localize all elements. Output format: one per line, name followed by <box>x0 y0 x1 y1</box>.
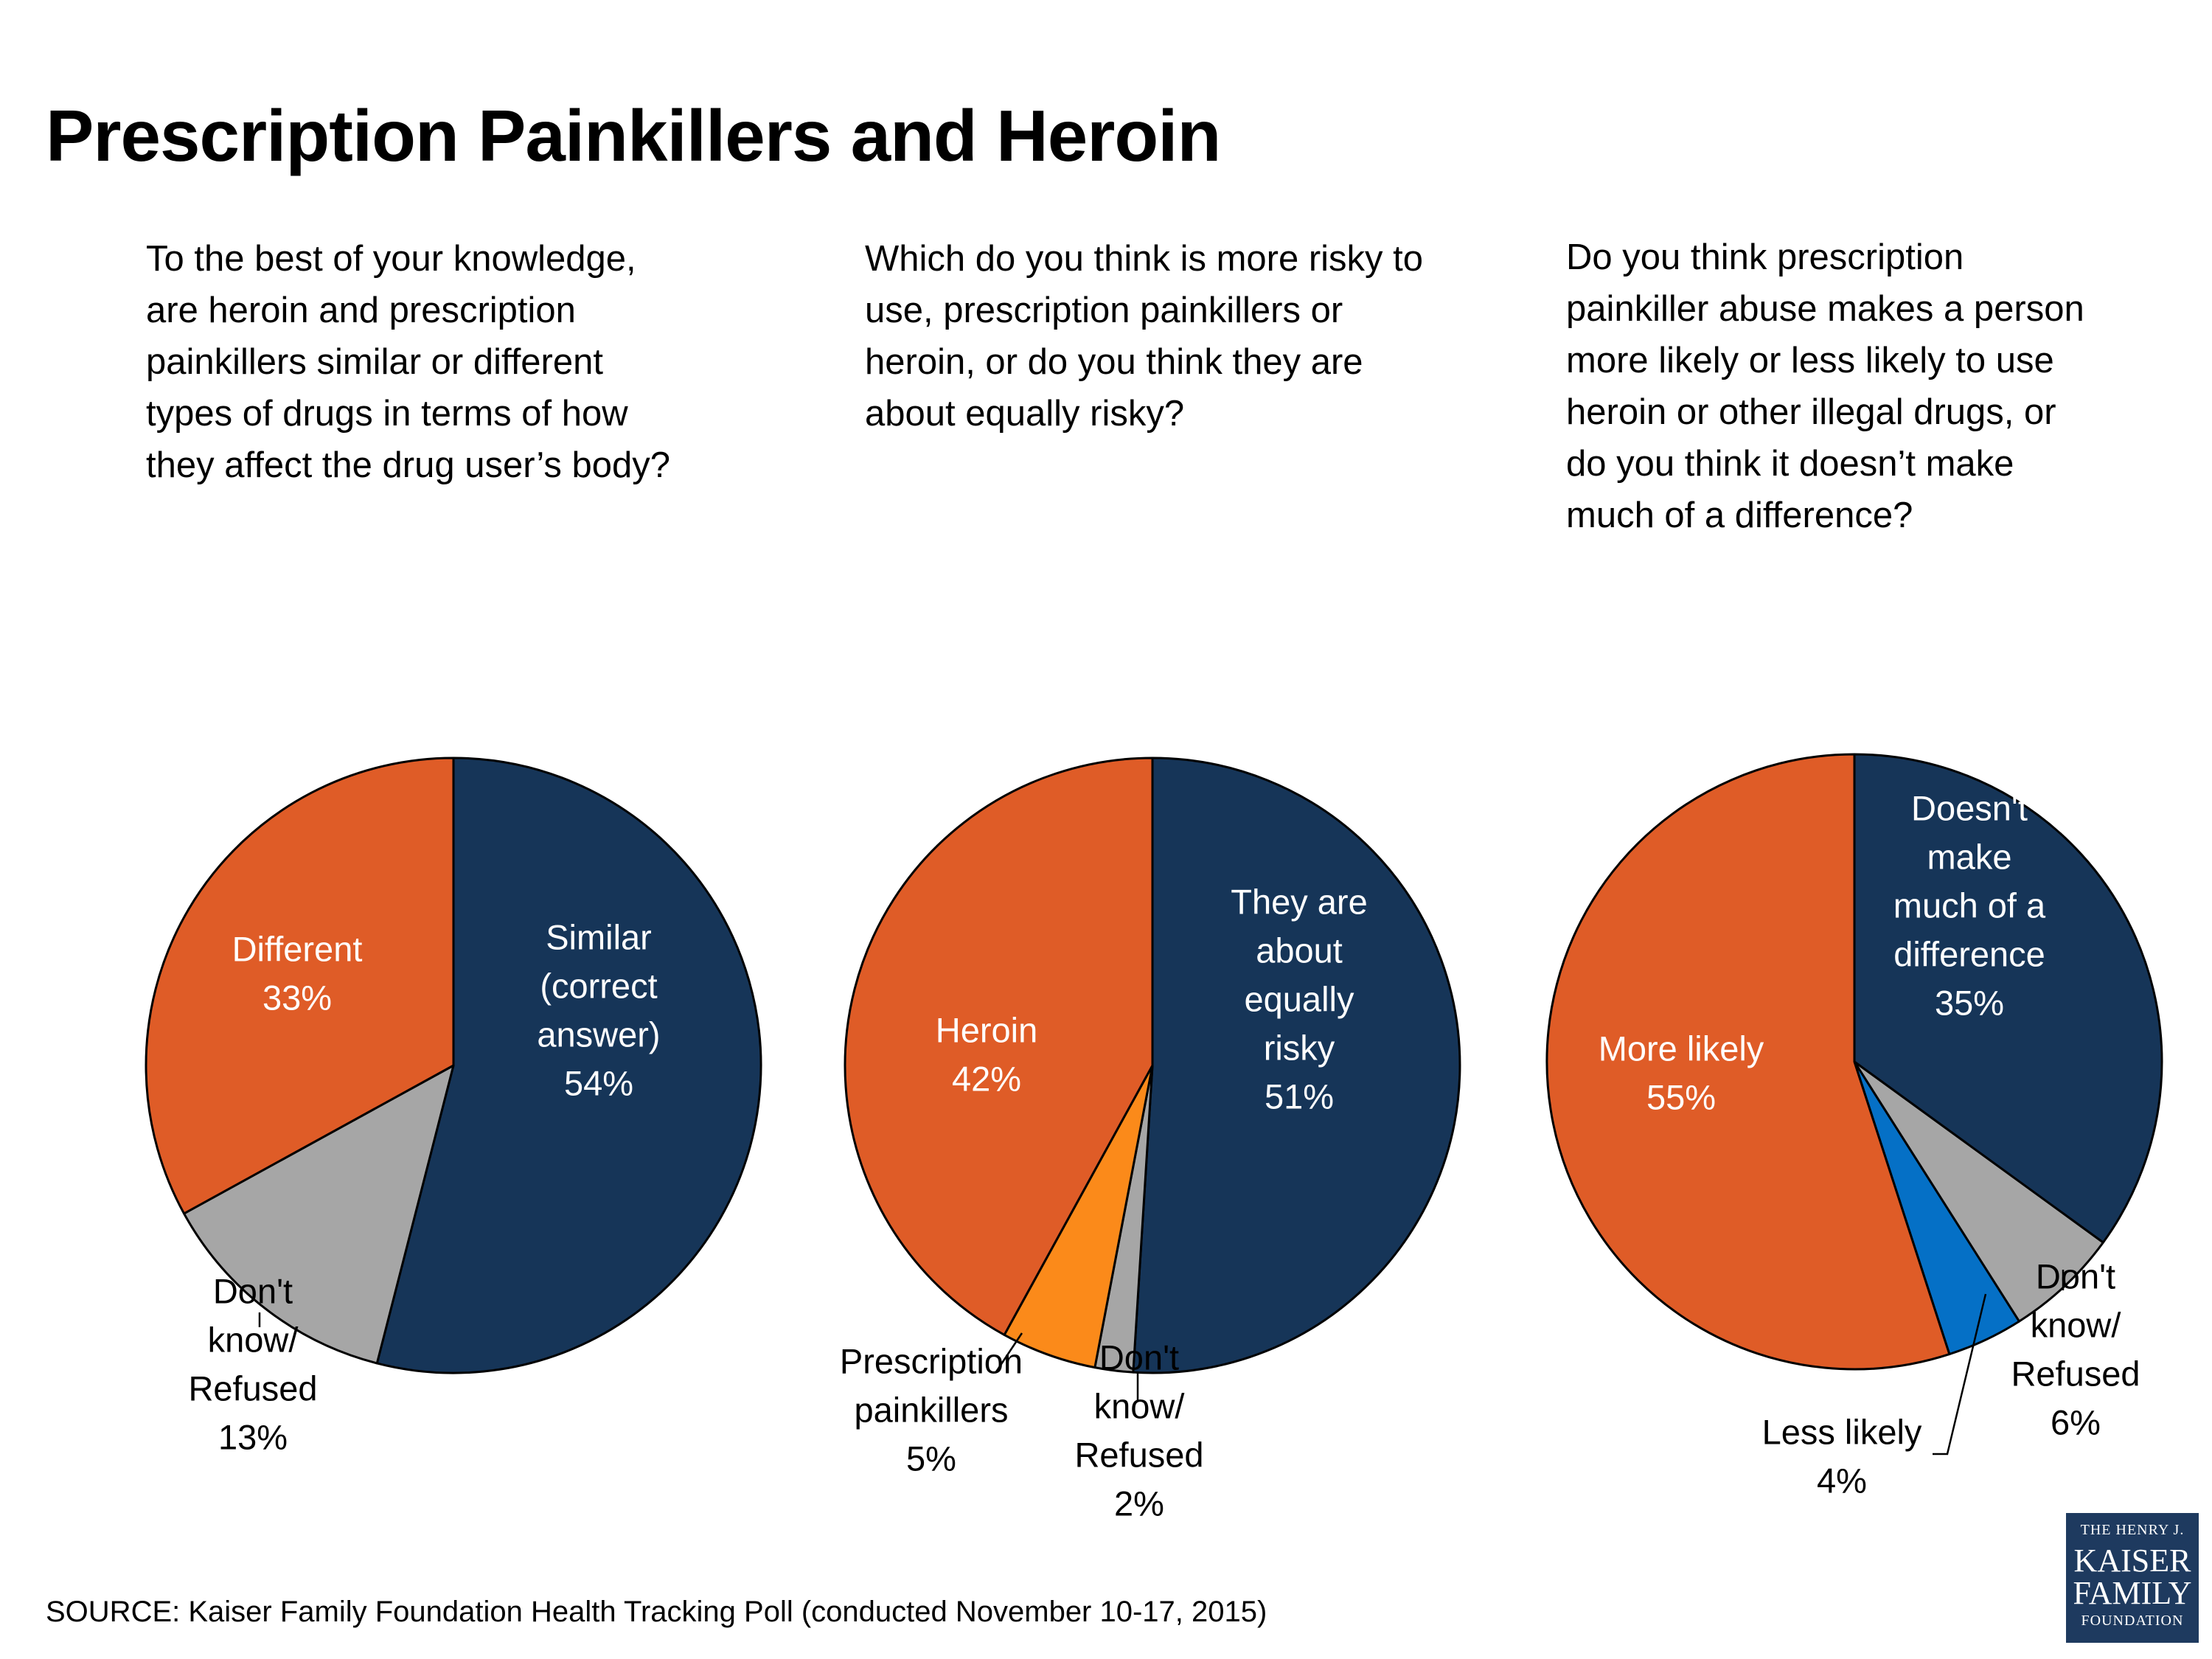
question-1-line: types of drugs in terms of how <box>146 394 628 434</box>
data-label-value: 4% <box>1817 1461 1867 1500</box>
data-label-text: painkillers <box>855 1390 1009 1429</box>
data-label-text: Refused <box>2011 1354 2140 1393</box>
data-label-text: know/ <box>2031 1305 2122 1344</box>
pie-slice-doesn-t-make-much-of-a-difference <box>1853 753 2163 1244</box>
data-label-text: (correct <box>540 966 657 1005</box>
question-3-line: heroin or other illegal drugs, or <box>1566 392 2056 432</box>
pie-slice-heroin <box>844 757 1154 1336</box>
data-label-prescription-painkillers: Prescription painkillers 5% <box>840 1341 1023 1478</box>
data-label-text: answer) <box>537 1015 660 1054</box>
question-2-line: Which do you think is more risky to <box>865 239 1424 279</box>
question-2-line: heroin, or do you think they are <box>865 342 1363 382</box>
leader-line <box>994 1332 1023 1374</box>
pie-slice-different <box>145 757 455 1215</box>
pie-chart-1: Similar (correct answer) 54% Don't know/Refus… <box>145 757 762 1456</box>
data-label-value: 55% <box>1646 1077 1716 1116</box>
data-label-text: about <box>1256 931 1343 970</box>
pie-slice-they-are-about-equally-risky <box>1132 757 1461 1374</box>
pie-slice-don-t-know-refused <box>1853 1060 2104 1323</box>
data-label-text: Doesn't <box>1911 788 2028 827</box>
data-label-text: Similar <box>546 917 652 956</box>
data-label-don-t-know-refused: Don't know/Refused 2% <box>1074 1338 1203 1523</box>
question-3-line: much of a difference? <box>1566 495 1913 535</box>
data-label-text: More likely <box>1599 1029 1764 1068</box>
data-label-text: know/ <box>1094 1386 1186 1425</box>
question-2-line: use, prescription painkillers or <box>865 291 1343 330</box>
leader-line <box>1933 1293 1987 1455</box>
data-label-don-t-know-refused: Don't know/Refused 13% <box>188 1271 317 1456</box>
data-label-value: 42% <box>952 1059 1021 1098</box>
pie-slice-more-likely <box>1545 753 1951 1371</box>
question-1: To the best of your knowledge, are heroi… <box>146 233 670 491</box>
data-label-text: They are <box>1231 882 1367 921</box>
logo-line: KAISER <box>2073 1543 2191 1579</box>
kff-logo: THE HENRY J. KAISER FAMILY FOUNDATION <box>2066 1513 2199 1643</box>
data-label-value: 54% <box>564 1063 633 1102</box>
logo-line: THE HENRY J. <box>2080 1522 2185 1538</box>
question-2-line: about equally risky? <box>865 394 1185 434</box>
data-label-text: Prescription <box>840 1341 1023 1380</box>
data-label-text: risky <box>1264 1028 1335 1067</box>
data-label-different: Different 33% <box>232 929 363 1017</box>
data-label-value: 51% <box>1265 1077 1334 1116</box>
logo-line: FAMILY <box>2073 1575 2192 1611</box>
data-label-text: Different <box>232 929 363 968</box>
data-label-value: 13% <box>218 1417 288 1456</box>
data-label-less-likely: Less likely 4% <box>1762 1412 1922 1500</box>
data-label-text: equally <box>1245 979 1354 1018</box>
data-label-text: much of a <box>1893 886 2046 925</box>
data-label-text: Don't <box>213 1271 293 1310</box>
question-1-line: are heroin and prescription <box>146 291 576 330</box>
question-1-line: they affect the drug user’s body? <box>146 445 670 485</box>
data-label-heroin: Heroin 42% <box>936 1010 1037 1098</box>
question-1-line: painkillers similar or different <box>146 342 603 382</box>
data-label-text: Refused <box>1074 1435 1203 1474</box>
question-1-line: To the best of your knowledge, <box>146 239 636 279</box>
question-3: Do you think prescription painkiller abu… <box>1566 232 2084 541</box>
data-label-text: Less likely <box>1762 1412 1922 1451</box>
question-3-line: more likely or less likely to use <box>1566 341 2054 380</box>
data-label-text: Don't <box>2036 1256 2115 1295</box>
data-label-don-t-know-refused: Don't know/Refused 6% <box>2011 1256 2140 1441</box>
data-label-doesn-t-make-much-of-a-difference: Doesn't make much of a difference 35% <box>1893 788 2046 1022</box>
question-3-line: painkiller abuse makes a person <box>1566 289 2084 329</box>
data-label-text: Refused <box>188 1368 317 1408</box>
pie-slice-similar-correct-answer <box>375 757 762 1374</box>
data-label-more-likely: More likely 55% <box>1599 1029 1764 1116</box>
data-label-value: 33% <box>262 978 332 1017</box>
pie-chart-3: Doesn't make much of a difference 35% Don't kn… <box>1545 753 2163 1500</box>
question-3-line: do you think it doesn’t make <box>1566 444 2014 484</box>
question-3-line: Do you think prescription <box>1566 237 1964 277</box>
logo-line: FOUNDATION <box>2081 1613 2184 1629</box>
data-label-text: Don't <box>1099 1338 1179 1377</box>
data-label-text: make <box>1927 837 2012 876</box>
data-label-value: 35% <box>1935 983 2004 1022</box>
pie-slice-don-t-know-refused <box>183 1064 455 1365</box>
data-label-text: know/ <box>208 1320 299 1359</box>
data-label-text: difference <box>1893 934 2045 973</box>
data-label-value: 6% <box>2051 1402 2101 1441</box>
data-label-they-are-about-equally-risky: They are about equally risky 51% <box>1231 882 1367 1116</box>
pie-chart-2: They are about equally risky 51% Don't know/Re… <box>840 757 1461 1523</box>
data-label-similar-correct-answer: Similar (correct answer) 54% <box>537 917 660 1102</box>
source-note: SOURCE: Kaiser Family Foundation Health … <box>46 1596 1267 1628</box>
data-label-value: 5% <box>906 1439 956 1478</box>
data-label-text: Heroin <box>936 1010 1037 1049</box>
data-label-value: 2% <box>1114 1484 1164 1523</box>
question-2: Which do you think is more risky to use,… <box>865 233 1423 439</box>
page-title: Prescription Painkillers and Heroin <box>46 95 1221 176</box>
